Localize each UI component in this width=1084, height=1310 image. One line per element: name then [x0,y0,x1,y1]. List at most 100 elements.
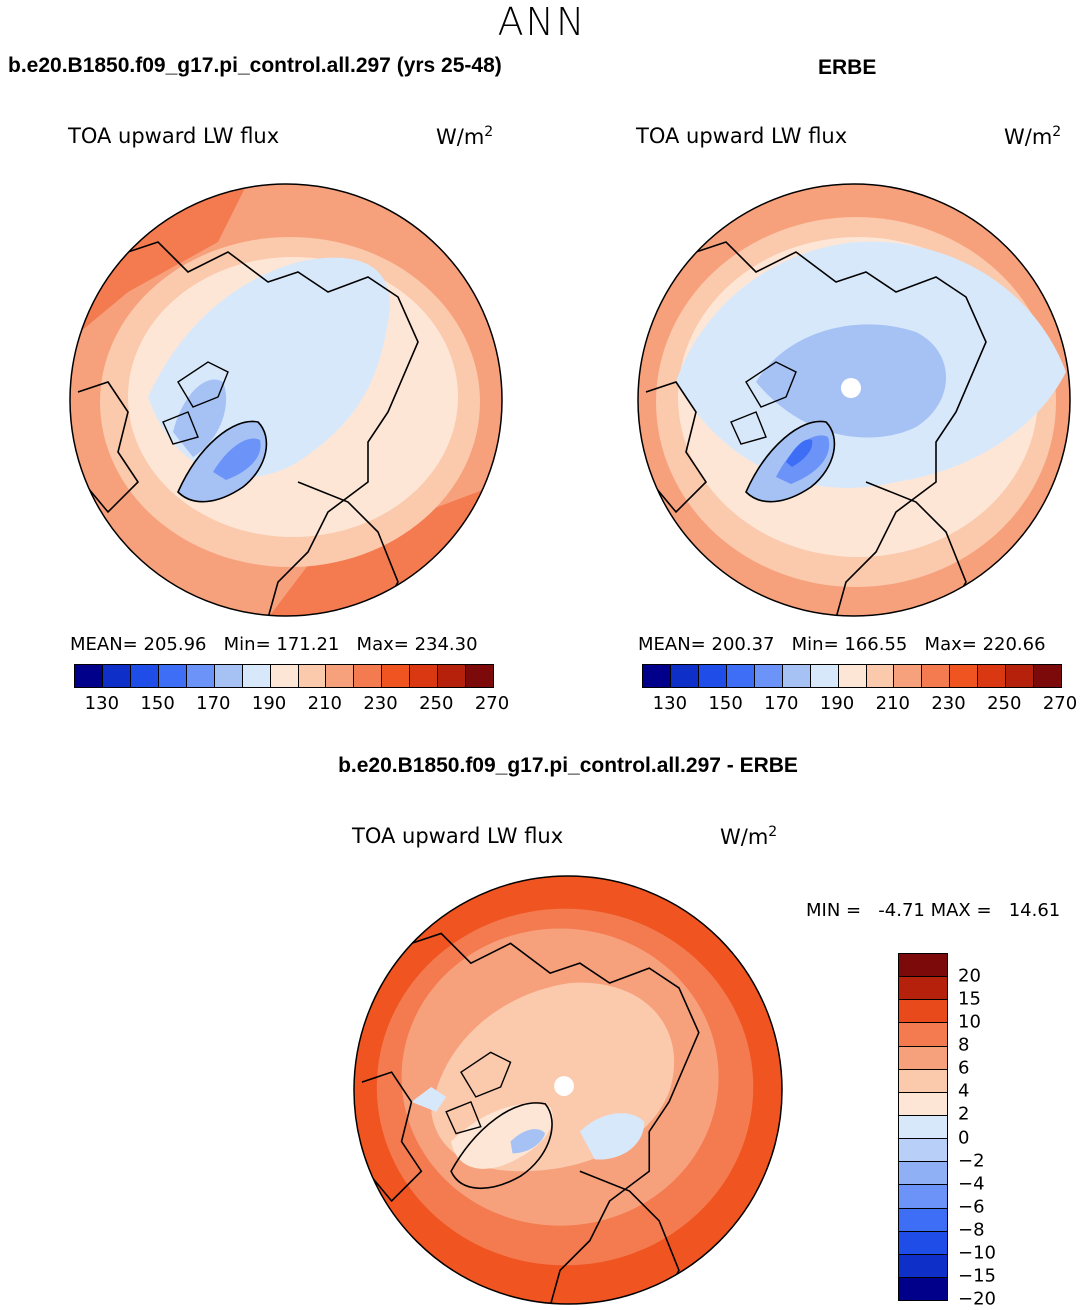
panel2-colorbar-swatch [922,665,951,687]
panel2-colorbar-tick-label: 270 [1042,693,1078,714]
diff-variable-label: TOA upward LW flux [352,824,564,848]
panel1-coastline-main [97,221,419,616]
panel1-colorbar-swatch [382,665,411,687]
panel2-colorbar-swatch [643,665,671,687]
panel2-colorbar-swatch [698,665,727,687]
diff-colorbar-tick-label: 6 [958,1057,970,1079]
diff-colorbar-tick-label: 10 [958,1011,981,1033]
panel2-coastline-greenland [745,420,836,503]
panel2-colorbar-swatch [1034,665,1062,687]
diff-pole-hole [554,1076,574,1096]
panel1-units-base: W/m [436,125,485,149]
panel1-colorbar-tick-label: 170 [196,693,231,714]
panel1-coastline-canada [77,381,140,514]
panel1-stats: MEAN= 205.96 Min= 171.21 Max= 234.30 [70,634,478,655]
panel2-stat-max: Max= 220.66 [924,634,1046,655]
diff-colorbar-tick-label: −6 [958,1196,985,1218]
diff-colorbar-swatch [899,1115,947,1140]
panel2-colorbar-swatch [670,665,699,687]
panel1-colorbar-tick-label: 190 [251,693,287,714]
panel2-colorbar-swatch [866,665,895,687]
panel2-coastline-main [665,221,987,616]
panel2-colorbar [642,664,1062,688]
panel2-region-greenland-min [786,439,813,467]
diff-region-barents [579,1113,645,1160]
panel1-colorbar-swatch [130,665,159,687]
diff-units-base: W/m [720,825,769,849]
diff-coastline-canada [361,1071,423,1203]
diff-colorbar-tick-label: −4 [958,1173,985,1195]
panel1-variable-label: TOA upward LW flux [68,124,280,148]
diff-colorbar-tick-label: 0 [958,1127,970,1149]
panel2-stat-mean: MEAN= 200.37 [638,634,775,655]
diff-colorbar-tick-label: −10 [958,1242,996,1264]
diff-coastline-main [381,913,700,1305]
diff-colorbar-swatch [899,1185,947,1209]
panel2-colorbar-swatch [950,665,979,687]
panel2-stats: MEAN= 200.37 Min= 166.55 Max= 220.66 [638,634,1046,655]
panel1-colorbar-swatch [438,665,467,687]
panel1-map-border [69,183,503,617]
diff-region-greenland-neg [510,1129,546,1154]
panel1-region-greenland-core [213,438,261,480]
panel2-coastline-islands [730,361,797,445]
panel2-variable-label: TOA upward LW flux [636,124,848,148]
panel2-region-greenland-core [776,435,830,484]
panel1-colorbar-tick-label: 150 [140,693,175,714]
diff-colorbar-tick-label: −8 [958,1219,985,1241]
diff-colorbar-tick-label: −15 [958,1265,996,1287]
panel2-colorbar-tick-label: 250 [987,693,1022,714]
diff-colorbar-swatch [899,954,947,978]
diff-colorbar-ticks: 20 15 10 8 6 4 2 0 −2 −4 −6 −8 −10 −15 −20 [958,953,1058,1310]
panel2-colorbar-tick-label: 230 [931,693,966,714]
diff-map-border [353,875,783,1305]
panel2-colorbar-swatch [726,665,755,687]
diff-colorbar-tick-label: −2 [958,1150,985,1172]
diff-colorbar-tick-label: 20 [958,965,981,987]
panel1-colorbar-swatch [242,665,271,687]
diff-colorbar-swatch [899,1277,947,1301]
panel2-colorbar-swatch [838,665,867,687]
diff-coastline-islands [445,1051,512,1135]
diff-colorbar-tick-label: 2 [958,1103,970,1125]
season-title: ANN [497,0,587,44]
diff-colorbar-swatch [899,1046,947,1070]
panel1-colorbar-swatch [158,665,187,687]
diff-region-greenland [451,1103,553,1169]
panel1-polar-map [69,183,503,617]
diff-case-title: b.e20.B1850.f09_g17.pi_control.all.297 -… [338,754,798,777]
panel2-colorbar-tick-label: 210 [875,693,910,714]
panel1-case-title: b.e20.B1850.f09_g17.pi_control.all.297 (… [8,54,502,77]
panel1-stat-min: Min= 171.21 [223,634,340,655]
diff-units-exp: 2 [768,824,778,840]
panel1-colorbar-tick-label: 250 [419,693,454,714]
panel1-colorbar-swatch [410,665,439,687]
diff-colorbar [898,953,948,1301]
panel2-colorbar-ticks: 130 150 170 190 210 230 250 270 [642,693,1078,717]
diff-polar-map [353,875,783,1305]
diff-colorbar-swatch [899,1139,947,1163]
panel1-colorbar-swatch [186,665,215,687]
panel2-colorbar-swatch [782,665,811,687]
diff-colorbar-swatch [899,1023,947,1047]
diff-colorbar-swatch [899,1208,947,1232]
panel2-stat-min: Min= 166.55 [791,634,908,655]
diff-units: W/m2 [720,824,777,849]
diff-minmax: MIN = -4.71 MAX = 14.61 [806,900,1061,921]
diff-colorbar-tick-label: 15 [958,988,981,1010]
diff-region-archipelago-neg [411,1087,447,1112]
diff-colorbar-swatch [899,1162,947,1186]
panel2-colorbar-swatch [978,665,1007,687]
panel1-colorbar-tick-label: 270 [474,693,510,714]
diff-colorbar-swatch [899,1254,947,1278]
panel2-map-border [637,183,1071,617]
diff-colorbar-tick-label: 8 [958,1034,970,1056]
panel2-colorbar-swatch [754,665,783,687]
panel1-colorbar-swatch [466,665,494,687]
panel2-pole-hole [841,378,861,398]
panel1-colorbar-swatch [354,665,383,687]
diff-colorbar-swatch [899,1092,947,1116]
panel2-colorbar-swatch [810,665,839,687]
panel2-case-title: ERBE [818,56,877,79]
panel2-colorbar-swatch [1006,665,1035,687]
